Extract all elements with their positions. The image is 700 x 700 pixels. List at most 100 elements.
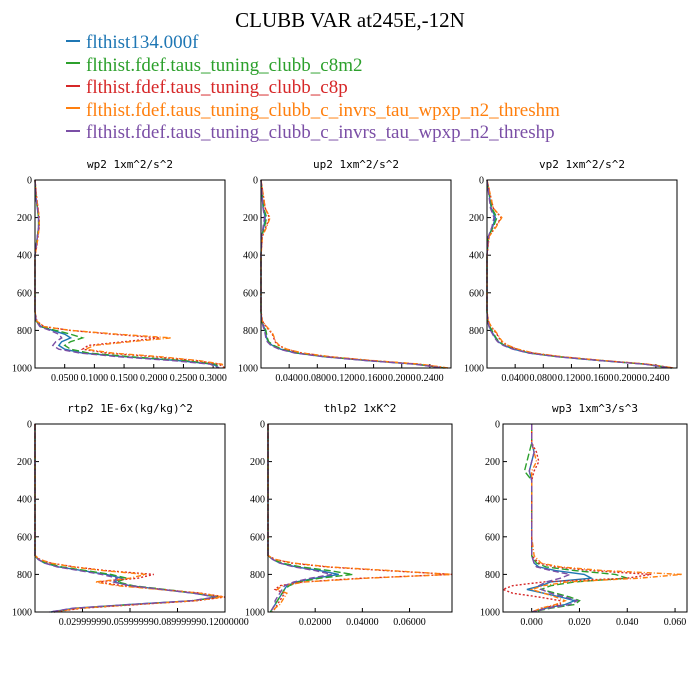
y-tick-label: 800 (17, 570, 32, 581)
y-tick-label: 600 (17, 288, 32, 299)
x-tick-label: 0.12000000 (201, 617, 249, 628)
y-tick-label: 400 (250, 495, 265, 506)
y-tick-label: 400 (17, 495, 32, 506)
y-tick-label: 1000 (12, 364, 32, 375)
series-line-5 (34, 179, 220, 369)
x-tick-label: 0.05999999 (106, 617, 154, 628)
y-tick-label: 400 (469, 251, 484, 262)
y-tick-label: 1000 (464, 364, 484, 375)
y-tick-label: 200 (17, 213, 32, 224)
y-tick-label: 400 (485, 495, 500, 506)
y-tick-label: 200 (469, 213, 484, 224)
series-line-2 (34, 179, 220, 369)
legend: flthist134.000f flthist.fdef.taus_tuning… (66, 32, 560, 145)
series-line-2 (486, 179, 673, 369)
series-line-4 (267, 424, 453, 613)
series-line-2 (34, 424, 219, 613)
series-line-1 (34, 179, 220, 369)
legend-label: flthist.fdef.taus_tuning_clubb_c8m2 (86, 54, 363, 76)
subplot-title: thlp2 1xK^2 (324, 402, 397, 415)
x-tick-label: 0.2400 (416, 373, 444, 384)
x-tick-label: 0.0500 (51, 373, 79, 384)
legend-line-icon (66, 129, 80, 132)
x-tick-label: 0.2000 (614, 373, 642, 384)
y-tick-label: 800 (243, 326, 258, 337)
legend-item: flthist134.000f (66, 32, 560, 55)
y-tick-label: 200 (17, 457, 32, 468)
legend-label: flthist134.000f (86, 32, 199, 53)
x-tick-label: 0.000 (520, 617, 543, 628)
y-tick-label: 1000 (12, 608, 32, 619)
subplot-2: up2 1xm^2/s^2 0 200 400 600 800 1000 0.0400 0.08… (238, 158, 452, 384)
y-tick-label: 200 (485, 457, 500, 468)
legend-label: flthist.fdef.taus_tuning_clubb_c_invrs_t… (86, 99, 560, 121)
y-tick-label: 1000 (238, 364, 258, 375)
x-tick-label: 0.1000 (81, 373, 109, 384)
series-line-5 (267, 424, 332, 613)
y-tick-label: 600 (469, 288, 484, 299)
series-line-3 (260, 179, 448, 369)
y-tick-label: 600 (243, 288, 258, 299)
y-tick-label: 200 (250, 457, 265, 468)
x-tick-label: 0.06000 (393, 617, 426, 628)
legend-item: flthist.fdef.taus_tuning_clubb_c_invrs_t… (66, 122, 560, 145)
subplot-4: rtp2 1E-6x(kg/kg)^2 0 200 400 600 800 1000 0.02… (12, 402, 249, 628)
subplot-title: rtp2 1E-6x(kg/kg)^2 (67, 402, 193, 415)
y-tick-label: 600 (17, 532, 32, 543)
series-line-5 (260, 179, 443, 369)
subplot-title: wp3 1xm^3/s^3 (552, 402, 638, 415)
legend-item: flthist.fdef.taus_tuning_clubb_c8p (66, 77, 560, 100)
series-line-2 (523, 424, 628, 613)
x-tick-label: 0.0400 (275, 373, 303, 384)
legend-label: flthist.fdef.taus_tuning_clubb_c8p (86, 77, 348, 98)
series-line-2 (267, 424, 354, 613)
legend-line-icon (66, 62, 80, 65)
legend-line-icon (66, 84, 80, 87)
series-line-4 (34, 424, 224, 613)
subplot-title: up2 1xm^2/s^2 (313, 158, 399, 171)
series-line-3 (34, 179, 226, 369)
plot-frame (486, 179, 678, 369)
x-tick-label: 0.0800 (530, 373, 558, 384)
y-tick-label: 0 (253, 176, 258, 187)
y-tick-label: 1000 (245, 608, 265, 619)
x-tick-label: 0.060 (664, 617, 687, 628)
y-tick-label: 0 (27, 420, 32, 431)
chart-title: CLUBB VAR at245E,-12N (235, 8, 465, 32)
series-line-5 (486, 179, 671, 369)
x-tick-label: 0.0800 (304, 373, 332, 384)
subplot-6: wp3 1xm^3/s^3 0 200 400 600 800 1000 0.000 0.020… (480, 402, 688, 628)
plot-frame (34, 423, 226, 613)
subplot-3: vp2 1xm^2/s^2 0 200 400 600 800 1000 0.0400 0.08… (464, 158, 678, 384)
legend-label: flthist.fdef.taus_tuning_clubb_c_invrs_t… (86, 122, 555, 143)
y-tick-label: 1000 (480, 608, 500, 619)
x-tick-label: 0.2500 (170, 373, 198, 384)
plot-frame (34, 179, 226, 369)
series-line-1 (260, 179, 445, 369)
series-line-3 (486, 179, 674, 369)
x-tick-label: 0.02000 (299, 617, 332, 628)
x-tick-label: 0.0400 (501, 373, 529, 384)
series-line-3 (501, 424, 652, 613)
x-tick-label: 0.040 (616, 617, 639, 628)
y-tick-label: 400 (243, 251, 258, 262)
y-tick-label: 0 (260, 420, 265, 431)
series-line-1 (486, 179, 672, 369)
y-tick-label: 600 (485, 532, 500, 543)
legend-item: flthist.fdef.taus_tuning_clubb_c_invrs_t… (66, 100, 560, 123)
x-tick-label: 0.02999999 (59, 617, 107, 628)
x-tick-label: 0.1500 (110, 373, 138, 384)
x-tick-label: 0.2000 (140, 373, 168, 384)
y-tick-label: 0 (495, 420, 500, 431)
x-tick-label: 0.2400 (642, 373, 670, 384)
series-line-4 (260, 179, 449, 369)
plot-frame (502, 423, 688, 613)
x-tick-label: 0.1200 (558, 373, 586, 384)
series-line-4 (529, 424, 683, 613)
y-tick-label: 800 (17, 326, 32, 337)
series-line-5 (528, 424, 579, 613)
series-line-3 (34, 424, 226, 613)
y-tick-label: 600 (250, 532, 265, 543)
x-tick-label: 0.020 (568, 617, 591, 628)
